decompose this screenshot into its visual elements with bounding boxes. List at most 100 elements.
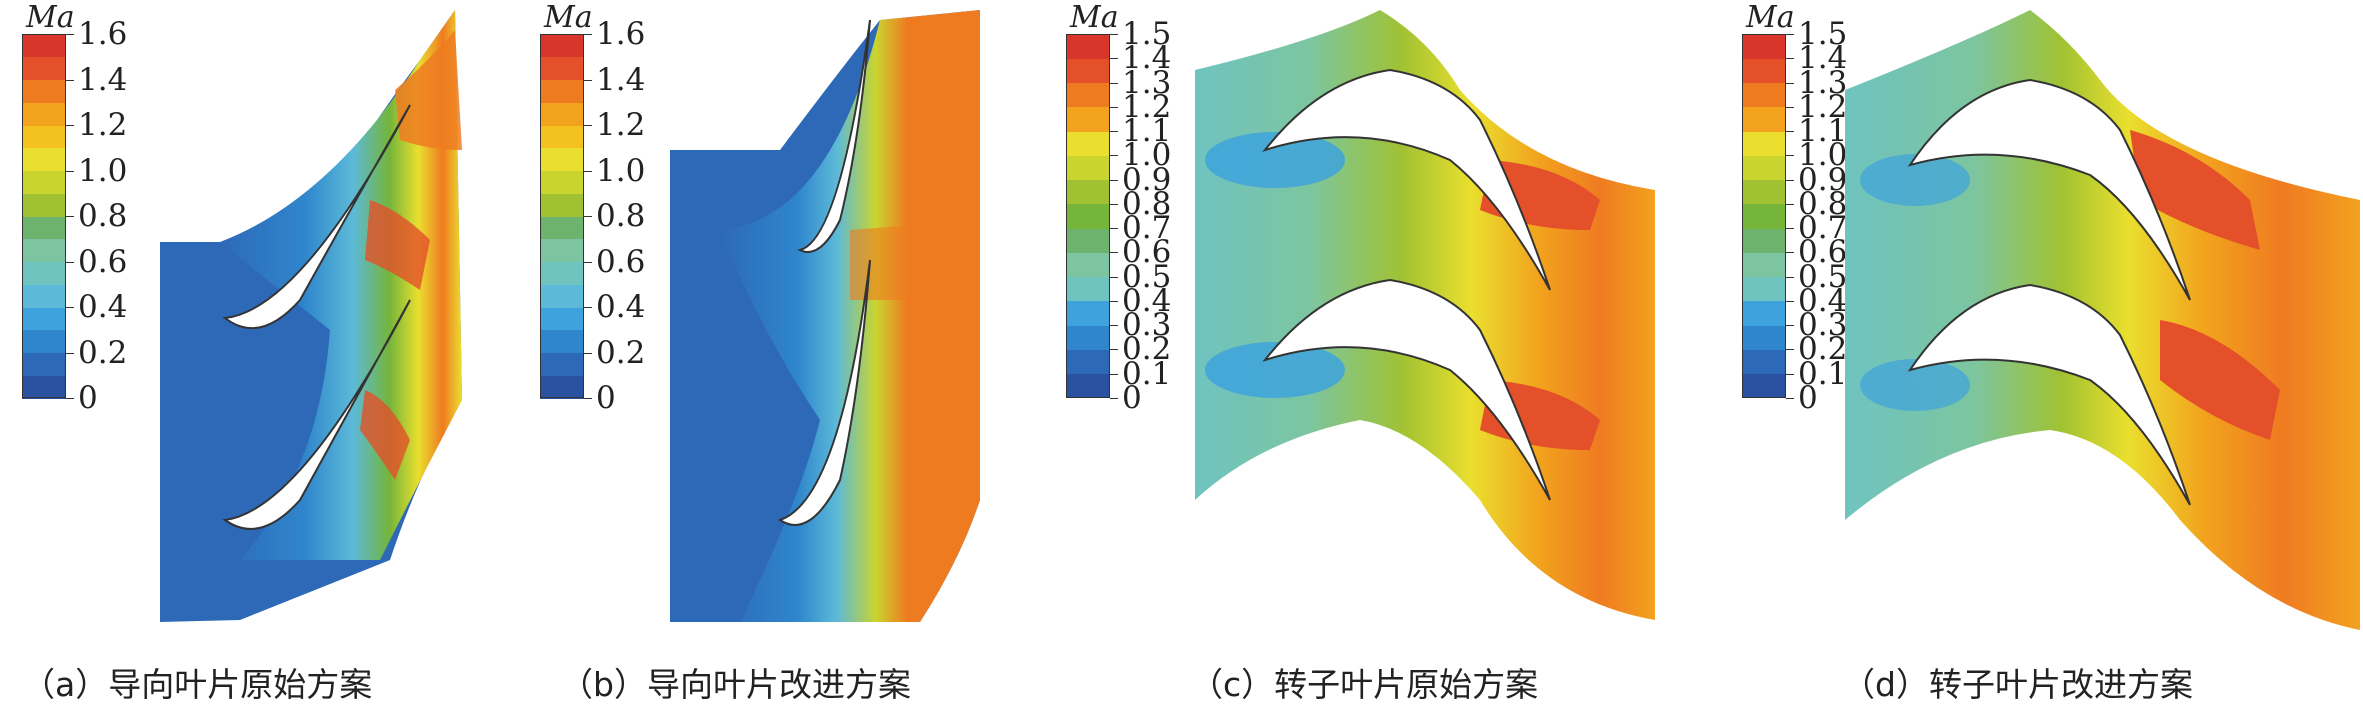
colorbar-tick-label: 1.6 [596,16,646,52]
colorbar-frame [1066,34,1110,398]
colorbar-tick-label: 0.8 [78,198,128,234]
colorbar-segment [1066,131,1110,156]
caption-b: （b）导向叶片改进方案 [560,665,911,704]
colorbar-tick [1110,373,1118,375]
colorbar-segment [1066,300,1110,326]
colorbar-segment [540,216,584,240]
colorbar-segment [540,34,584,58]
caption-a: （a）导向叶片原始方案 [22,665,373,704]
colorbar-segment [1742,82,1786,108]
colorbar-tick-label: 0.6 [596,243,646,280]
colorbar-unit-label: Ma [26,0,75,35]
colorbar-unit-label: Ma [1070,0,1119,35]
contour-field-b [670,10,980,622]
colorbar-segment [22,56,66,80]
colorbar-unit-label: Ma [544,0,593,35]
colorbar-segment [540,147,584,171]
colorbar-tick [66,34,74,35]
colorbar-tick [584,170,592,172]
colorbar-segment [1066,228,1110,253]
colorbar-segment [1066,34,1110,59]
colorbar-segment [22,193,66,217]
colorbar-segment [1742,252,1786,278]
colorbar-segment [540,329,584,353]
colorbar-tick [66,170,74,172]
colorbar-segment [1742,131,1786,156]
colorbar-tick-label: 1.2 [596,107,646,143]
colorbar-tick [66,125,74,126]
colorbar-segment [540,193,584,217]
colorbar-frame [540,34,584,398]
colorbar-tick [1110,131,1118,133]
colorbar-segment [1066,349,1110,375]
colorbar-segment [1066,203,1110,229]
colorbar-segment [1742,34,1786,59]
colorbar-segment [22,375,66,399]
colorbar-segment [1742,300,1786,326]
colorbar-tick-label: 1.6 [78,16,128,52]
colorbar-tick-label: 1.3 [1798,64,1848,101]
colorbar-segment [540,56,584,80]
colorbar-b: Ma 0 0.2 0.4 0.6 0.8 1.0 1.2 1.4 1.6 [540,0,680,640]
colorbar-tick [1786,325,1794,327]
colorbar-segment [540,102,584,126]
colorbar-segment [22,170,66,194]
colorbar-tick [1110,398,1118,399]
colorbar-tick [1786,228,1794,230]
colorbar-segment [540,352,584,376]
colorbar-segment [22,102,66,126]
colorbar-a: Ma 0 0.2 0.4 0.6 0.8 1.0 1.2 1.4 1.6 [22,0,162,640]
colorbar-tick [1786,276,1794,278]
colorbar-tick-label: 1.4 [596,61,646,98]
colorbar-tick [1110,179,1118,181]
colorbar-tick-label: 0.1 [1798,355,1848,392]
colorbar-tick [1786,179,1794,181]
colorbar-tick-label: 1.4 [1798,40,1848,77]
colorbar-segment [22,125,66,149]
colorbar-tick [584,125,592,126]
colorbar-segment [540,375,584,399]
colorbar-segment [540,284,584,308]
colorbar-tick [1786,349,1794,351]
colorbar-tick-label: 1.0 [78,152,128,189]
colorbar-tick-label: 0.4 [78,289,128,325]
panel-d: Ma 0 0.1 0.2 0.3 0.4 0.5 0.6 0.7 0.8 0.9 1.0 1.1 1.2 1… [1740,0,2363,708]
colorbar-segment [1066,276,1110,302]
colorbar-tick-label: 0.2 [1798,331,1848,368]
colorbar-d: Ma 0 0.1 0.2 0.3 0.4 0.5 0.6 0.7 0.8 0.9 1.0 1.1 1.2 1… [1742,0,1882,640]
colorbar-c: Ma 0 0.1 0.2 0.3 0.4 0.5 0.6 0.7 0.8 0.9 1.0 1.1 1.2 1… [1066,0,1206,640]
colorbar-tick [1786,131,1794,133]
colorbar-tick-label: 1.1 [1798,113,1848,150]
colorbar-segment [1742,179,1786,205]
colorbar-tick-label: 1.2 [1798,88,1848,125]
colorbar-tick-label: 1.4 [1122,40,1172,77]
colorbar-tick-label: 1.4 [78,61,128,98]
colorbar-tick-label: 1.1 [1122,113,1172,150]
colorbar-tick-label: 0.5 [1798,258,1848,295]
colorbar-tick [1786,82,1794,84]
colorbar-segment [540,261,584,285]
colorbar-segment [1742,155,1786,181]
colorbar-tick-label: 0 [1798,380,1818,416]
colorbar-tick [584,398,592,399]
colorbar-tick-label: 0 [78,380,98,416]
contour-field-d [1845,10,2360,630]
colorbar-tick [1786,58,1794,60]
colorbar-tick [1786,252,1794,254]
colorbar-segment [22,284,66,308]
colorbar-segment [1742,58,1786,84]
colorbar-segment [540,238,584,262]
panel-a: Ma 0 0.2 0.4 0.6 0.8 1.0 1.2 1.4 1.6 （a）导向叶片原始方案 [0,0,560,708]
colorbar-tick-label: 0.2 [596,334,646,371]
colorbar-tick-label: 0.4 [1798,282,1848,319]
colorbar-segment [22,238,66,262]
colorbar-segment [1742,276,1786,302]
colorbar-tick-label: 0.4 [596,289,646,325]
colorbar-tick-label: 1.2 [78,107,128,143]
colorbar-tick [1110,106,1118,108]
colorbar-segment [1066,82,1110,108]
colorbar-tick-label: 0.6 [1798,234,1848,271]
colorbar-tick-label: 0 [1122,380,1142,416]
colorbar-tick [66,79,74,81]
colorbar-tick [584,216,592,217]
